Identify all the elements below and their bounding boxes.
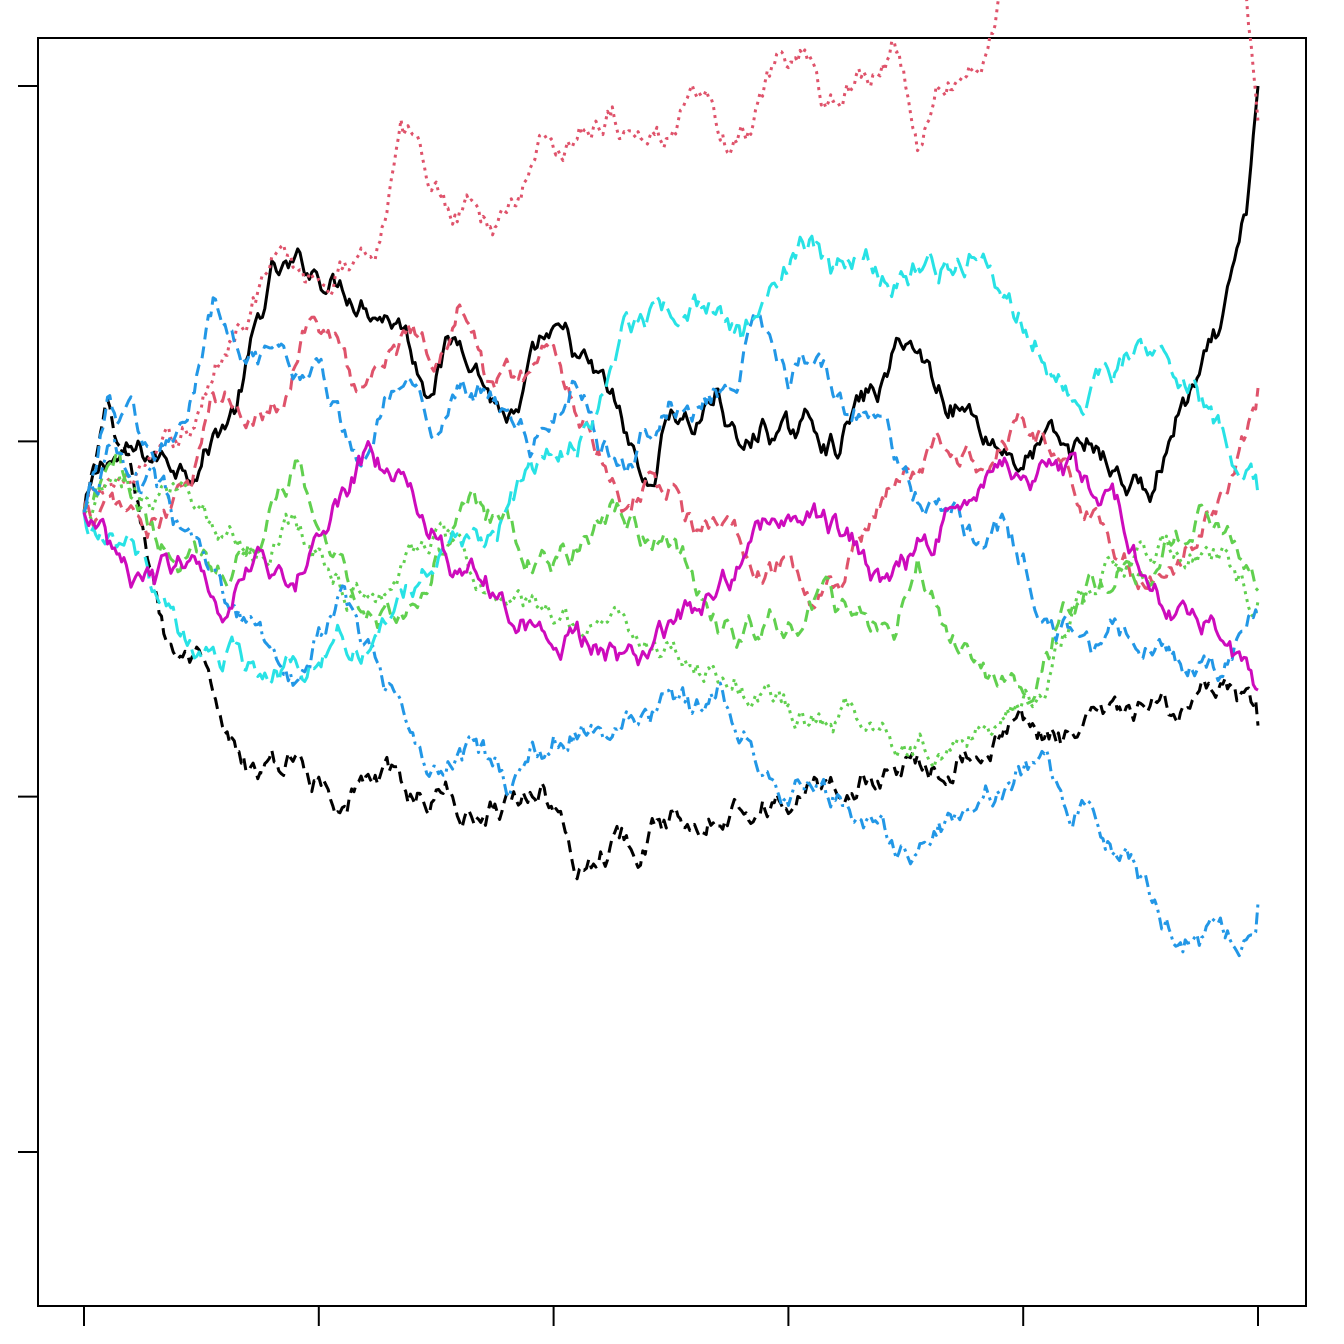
series-line-0 bbox=[82, 85, 1260, 513]
series-line-1 bbox=[82, 397, 1260, 881]
y-axis-ticks bbox=[18, 85, 38, 1153]
series-line-5 bbox=[82, 448, 1260, 705]
plot-frame bbox=[37, 37, 1307, 1307]
series-line-8 bbox=[82, 234, 1260, 686]
series-line-9 bbox=[82, 440, 1259, 692]
series-line-2 bbox=[82, 0, 1260, 513]
x-axis-ticks bbox=[83, 1306, 1259, 1326]
series-group bbox=[82, 0, 1260, 958]
series-line-7 bbox=[82, 438, 1260, 958]
series-line-3 bbox=[82, 303, 1260, 610]
series-line-6 bbox=[82, 296, 1260, 683]
series-line-4 bbox=[83, 472, 1260, 770]
